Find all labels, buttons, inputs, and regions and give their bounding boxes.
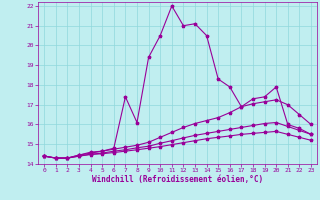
X-axis label: Windchill (Refroidissement éolien,°C): Windchill (Refroidissement éolien,°C) <box>92 175 263 184</box>
